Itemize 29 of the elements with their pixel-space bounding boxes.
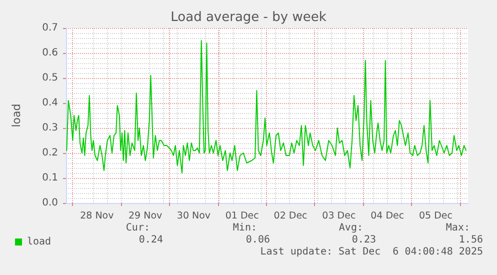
x-tick-label: 29 Nov (128, 210, 163, 222)
text: 0.06 (246, 234, 270, 246)
text: 0.24 (138, 234, 163, 246)
y-tick-label: 0.1 (42, 172, 58, 184)
chart-title: Load average - by week (170, 10, 327, 25)
legend-label: load (27, 236, 52, 248)
text: Avg: (338, 222, 363, 234)
text: 0.23 (352, 234, 376, 246)
text: Cur: (126, 222, 150, 234)
text: Min: (232, 222, 257, 234)
text: Last update: Sat Dec 6 04:00:48 2025 (260, 246, 483, 258)
y-tick-label: 0.2 (42, 148, 58, 158)
x-tick-label: 03 Dec (322, 210, 356, 222)
x-tick-label: 02 Dec (274, 210, 308, 222)
x-tick-label: 05 Dec (418, 210, 452, 222)
x-tick-label: 28 Nov (80, 210, 114, 222)
y-tick-label: 0.6 (42, 48, 58, 58)
y-axis-title: load (10, 104, 23, 128)
line-series (66, 40, 467, 174)
y-tick-label: 0.3 (42, 122, 58, 134)
text: 1.56 (458, 234, 483, 246)
x-tick-label: 30 Nov (176, 210, 211, 222)
y-tick-label: 0.0 (42, 198, 58, 208)
y-tick-label: 0.4 (42, 98, 58, 108)
x-tick-label: 04 Dec (370, 210, 404, 222)
text: Max: (446, 222, 470, 234)
x-tick-label: 01 Dec (225, 210, 259, 222)
y-tick-label: 0.5 (42, 72, 58, 84)
y-tick-label: 0.7 (42, 22, 58, 34)
